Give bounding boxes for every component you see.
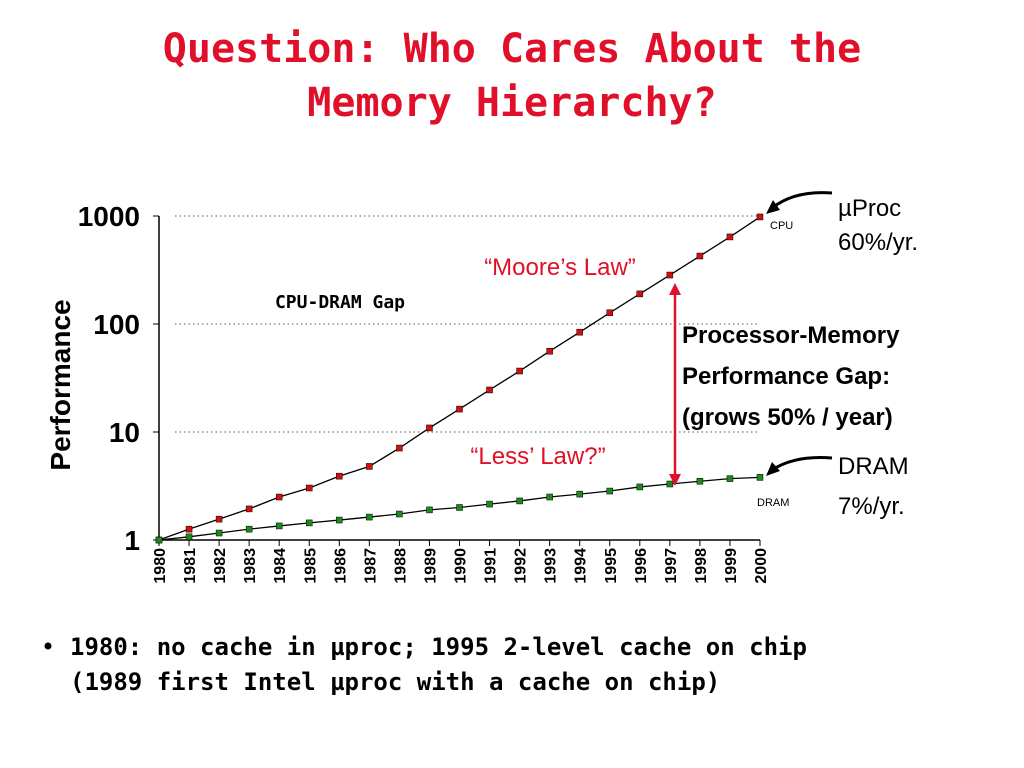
annotation: 60%/yr. <box>838 229 918 256</box>
data-point <box>275 522 283 530</box>
cpu-arrowhead <box>766 200 780 214</box>
data-point <box>486 386 493 394</box>
data-point <box>426 424 433 432</box>
x-tick-label: 1997 <box>663 548 680 584</box>
x-tick-label: 1994 <box>573 548 590 584</box>
title-line: Memory Hierarchy? <box>307 80 716 126</box>
annotation: CPU-DRAM Gap <box>275 292 405 313</box>
x-tick-label: 1992 <box>513 548 530 584</box>
x-tick-label: 1996 <box>633 548 650 584</box>
data-point <box>215 529 223 537</box>
data-point <box>306 519 313 527</box>
data-point <box>696 252 704 260</box>
data-point <box>726 475 734 482</box>
dram-arrowhead <box>766 462 780 476</box>
data-point <box>245 525 253 533</box>
bullet-line: 1980: no cache in µproc; 1995 2-level ca… <box>70 633 807 661</box>
annotation: (grows 50% / year) <box>682 404 893 431</box>
data-point <box>185 533 193 541</box>
data-point <box>516 497 523 505</box>
x-tick-label: 1993 <box>543 548 560 584</box>
annotation: µProc <box>838 195 901 222</box>
data-point <box>576 328 583 336</box>
data-point <box>546 493 553 501</box>
annotation: DRAM <box>838 453 909 480</box>
series-label: CPU <box>770 220 793 232</box>
x-tick-label: 1980 <box>152 548 169 584</box>
x-tick-label: 1998 <box>693 548 710 584</box>
dram-arrow <box>771 456 833 472</box>
data-point <box>606 487 613 495</box>
data-point <box>366 463 373 470</box>
data-point <box>666 480 674 488</box>
data-point <box>606 309 613 317</box>
data-point <box>456 504 463 511</box>
y-tick-label: 1000 <box>78 201 140 232</box>
data-point <box>306 484 313 492</box>
x-tick-label: 1981 <box>182 548 199 584</box>
data-point <box>456 405 463 413</box>
data-point <box>636 483 644 491</box>
data-point <box>396 444 403 452</box>
y-tick-label: 10 <box>109 417 140 448</box>
x-tick-label: 1985 <box>302 548 319 584</box>
title-line: Question: Who Cares About the <box>163 26 861 72</box>
x-tick-label: 1986 <box>332 548 349 584</box>
x-tick-label: 1990 <box>453 548 470 584</box>
data-point <box>726 233 734 241</box>
data-point <box>516 367 523 375</box>
data-point <box>185 525 193 533</box>
x-tick-label: 1984 <box>272 548 289 584</box>
x-tick-label: 1987 <box>362 548 379 584</box>
x-tick-label: 1991 <box>483 548 500 584</box>
data-point <box>275 493 283 501</box>
bullet-dot <box>44 642 52 650</box>
data-point <box>245 505 253 513</box>
y-tick-label: 1 <box>124 525 140 556</box>
annotation: Processor-Memory <box>682 322 900 349</box>
annotation: 7%/yr. <box>838 493 905 520</box>
series-line <box>158 216 761 541</box>
data-point <box>756 213 764 221</box>
data-point <box>366 513 373 521</box>
gap-arrowhead <box>669 474 681 486</box>
plot: 1 10 100 1000 1980 1981 1982 1983 1984 1985 1986 19… <box>78 201 770 584</box>
data-point <box>546 347 553 355</box>
annotation: “Moore’s Law” <box>484 254 636 281</box>
x-tick-label: 1983 <box>242 548 259 584</box>
x-tick-label: 1999 <box>723 548 740 584</box>
bullet-line: (1989 first Intel µproc with a cache on … <box>70 668 720 696</box>
gap-arrowhead <box>669 283 681 295</box>
y-axis-label: Performance <box>45 299 76 470</box>
data-point <box>756 474 764 481</box>
data-point <box>636 290 644 298</box>
data-point <box>696 477 704 485</box>
x-tick-label: 1995 <box>603 548 620 584</box>
annotation: Performance Gap: <box>682 363 890 390</box>
series-label: DRAM <box>757 497 789 509</box>
x-tick-label: 2000 <box>753 548 770 584</box>
data-point <box>155 536 163 544</box>
annotation: “Less’ Law?” <box>470 443 605 470</box>
cpu-arrow <box>771 191 833 210</box>
data-point <box>426 506 433 514</box>
data-point <box>666 271 674 279</box>
data-point <box>336 472 343 480</box>
data-point <box>576 490 583 498</box>
x-tick-label: 1989 <box>422 548 439 584</box>
data-point <box>486 500 493 508</box>
y-tick-label: 100 <box>93 309 140 340</box>
data-point <box>215 515 223 523</box>
data-point <box>336 516 343 524</box>
x-tick-label: 1982 <box>212 548 229 584</box>
x-tick-label: 1988 <box>392 548 409 584</box>
data-point <box>396 510 403 518</box>
